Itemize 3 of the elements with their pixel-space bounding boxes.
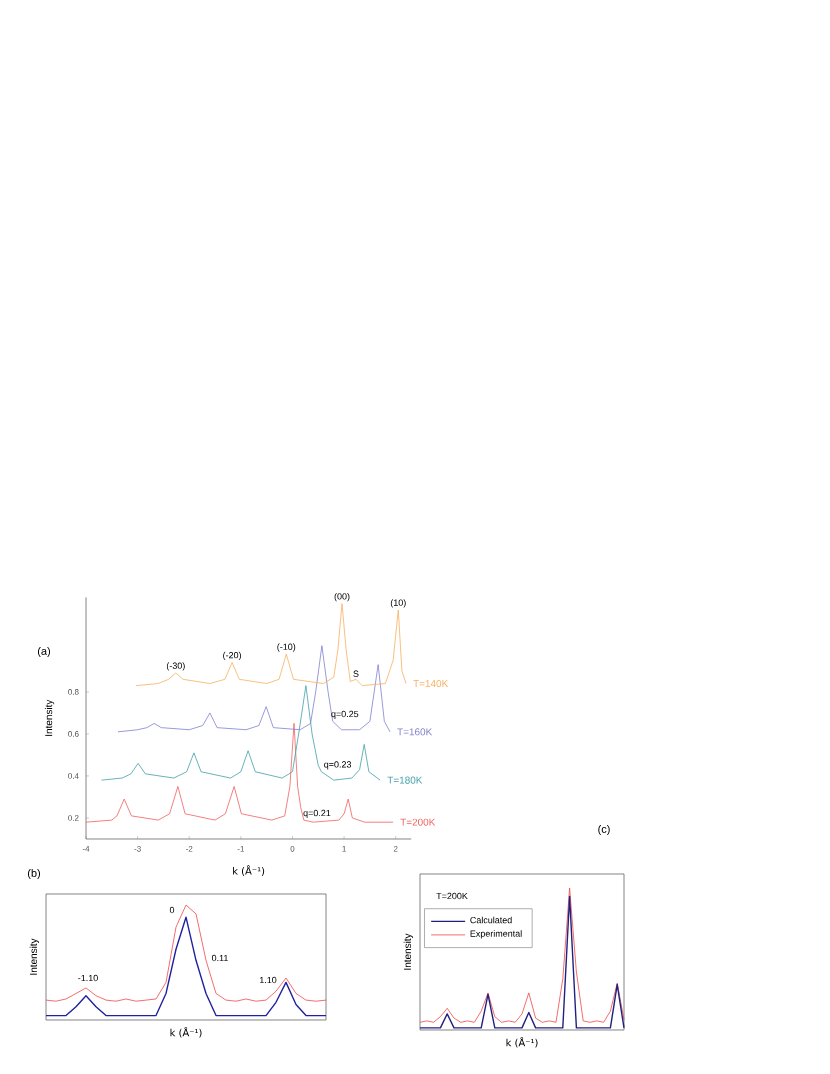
line-series [101,685,381,781]
line-series [117,645,391,733]
line-series [135,603,407,687]
